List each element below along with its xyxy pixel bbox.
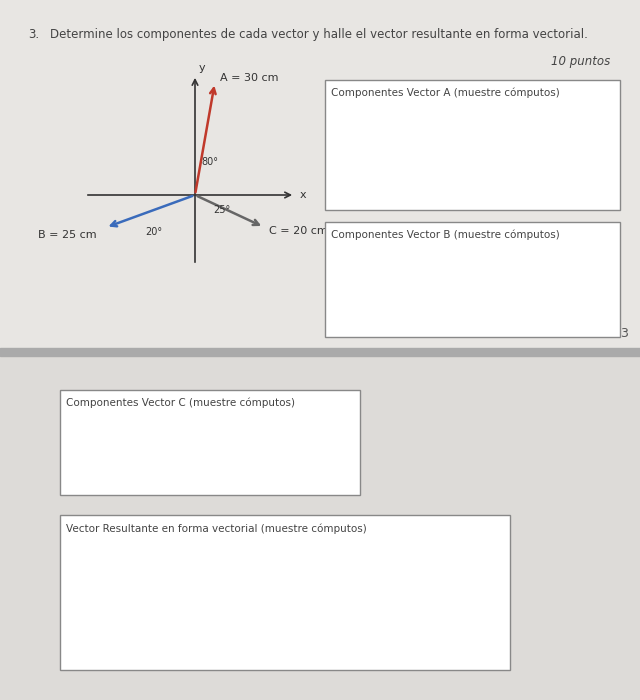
Text: 10 puntos: 10 puntos	[551, 55, 610, 68]
Text: 3: 3	[620, 327, 628, 340]
Bar	[0, 356, 640, 700]
Text: x: x	[300, 190, 307, 200]
Text: 25°: 25°	[213, 205, 230, 215]
Text: Componentes Vector B (muestre cómputos): Componentes Vector B (muestre cómputos)	[331, 230, 560, 241]
Bar	[0, 348, 640, 356]
Text: Vector Resultante en forma vectorial (muestre cómputos): Vector Resultante en forma vectorial (mu…	[66, 523, 367, 533]
Text: 3.: 3.	[28, 28, 39, 41]
Text: Determine los componentes de cada vector y halle el vector resultante en forma v: Determine los componentes de cada vector…	[50, 28, 588, 41]
Text: B = 25 cm: B = 25 cm	[38, 230, 97, 241]
Text: 80°: 80°	[201, 157, 218, 167]
Bar	[60, 515, 510, 670]
Text: 20°: 20°	[145, 227, 162, 237]
Text: A = 30 cm: A = 30 cm	[220, 73, 278, 83]
Text: Componentes Vector A (muestre cómputos): Componentes Vector A (muestre cómputos)	[331, 88, 560, 99]
Text: Componentes Vector C (muestre cómputos): Componentes Vector C (muestre cómputos)	[66, 398, 295, 409]
Bar	[325, 222, 620, 337]
Text: y: y	[199, 63, 205, 73]
Bar	[325, 80, 620, 210]
Bar	[60, 390, 360, 495]
Text: C = 20 cm: C = 20 cm	[269, 226, 328, 236]
